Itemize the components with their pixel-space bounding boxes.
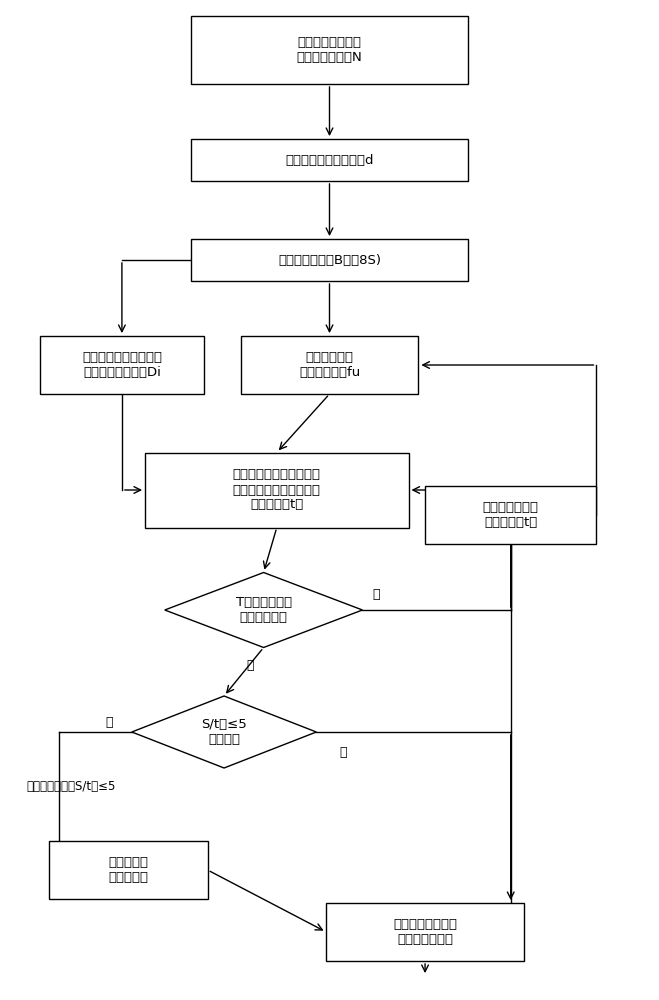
Text: 调整厚度，满足S/t拉≤5: 调整厚度，满足S/t拉≤5 — [26, 780, 116, 794]
Text: S/t拉≤5
是否满足: S/t拉≤5 是否满足 — [201, 718, 247, 746]
Text: 获得底板受
拉所需厚度: 获得底板受 拉所需厚度 — [109, 856, 148, 884]
FancyBboxPatch shape — [145, 452, 409, 527]
FancyBboxPatch shape — [425, 486, 596, 544]
Text: 是: 是 — [339, 745, 347, 758]
Text: 计算底板受压时
所需的厚度t压: 计算底板受压时 所需的厚度t压 — [483, 501, 538, 529]
Text: 否: 否 — [105, 716, 113, 728]
Text: 确定塔座板承受的
上拔力和下压力N: 确定塔座板承受的 上拔力和下压力N — [297, 36, 362, 64]
FancyBboxPatch shape — [191, 139, 468, 181]
Text: 将上述参数带入本发明的
计算公式，得出底板受拉
时所需厚度t拉: 将上述参数带入本发明的 计算公式，得出底板受拉 时所需厚度t拉 — [233, 468, 321, 512]
Text: T是否和弹塑性
放大系数对应: T是否和弹塑性 放大系数对应 — [235, 596, 292, 624]
Polygon shape — [132, 696, 316, 768]
FancyBboxPatch shape — [40, 336, 204, 394]
Polygon shape — [165, 572, 362, 648]
Text: 否: 否 — [372, 588, 380, 601]
FancyBboxPatch shape — [241, 336, 418, 394]
Text: 是: 是 — [246, 659, 254, 672]
Text: 确定地脚螺栓设计直径d: 确定地脚螺栓设计直径d — [285, 153, 374, 166]
FancyBboxPatch shape — [49, 841, 208, 899]
FancyBboxPatch shape — [191, 16, 468, 84]
Text: 确定塔座板宽度B（即8S): 确定塔座板宽度B（即8S) — [278, 253, 381, 266]
Text: 取二者较大者作为
塔座板设计厚度: 取二者较大者作为 塔座板设计厚度 — [393, 918, 457, 946]
Text: 确定塔座板的
计算设计强度fu: 确定塔座板的 计算设计强度fu — [299, 351, 360, 379]
FancyBboxPatch shape — [326, 903, 524, 961]
FancyBboxPatch shape — [191, 239, 468, 281]
Text: 计算塔座板底板一个区
格的有效计算宽度Di: 计算塔座板底板一个区 格的有效计算宽度Di — [82, 351, 162, 379]
